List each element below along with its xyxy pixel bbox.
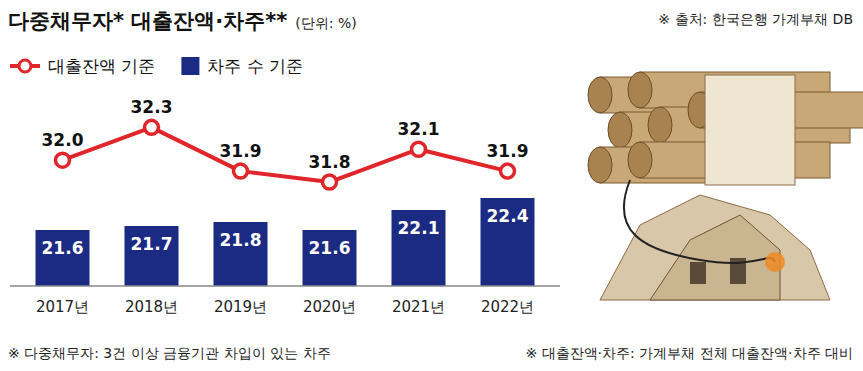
note: ※ 다중채무자: 3건 이상 금융기관 차입이 있는 차주: [8, 345, 331, 361]
house: [600, 195, 830, 300]
bar-label: 22.4: [487, 206, 529, 226]
bar-label: 21.7: [131, 234, 173, 254]
illustration: [588, 72, 863, 300]
stick-end: [588, 77, 612, 113]
line-marker: [234, 164, 248, 178]
line-label: 32.3: [131, 97, 173, 117]
note: ※ 대출잔액·차주: 가계부채 전체 대출잔액·차주 대비: [525, 345, 853, 361]
baseline: [10, 285, 560, 287]
line-marker: [323, 175, 337, 189]
fuse: [624, 180, 775, 263]
bar: [125, 226, 179, 286]
bar: [214, 222, 268, 286]
bar: [481, 198, 535, 286]
spark: [765, 252, 785, 272]
stick-end: [588, 147, 612, 183]
x-tick-label: 2021년: [392, 298, 445, 316]
subtitle: (단위: %): [295, 15, 356, 31]
stick-end: [608, 112, 632, 148]
x-tick-label: 2022년: [481, 298, 534, 316]
line-marker: [56, 153, 70, 167]
stick-end: [628, 72, 652, 108]
bar: [303, 230, 357, 286]
legend-item: 대출잔액 기준: [10, 56, 155, 76]
x-tick-label: 2020년: [303, 298, 356, 316]
bar-label: 22.1: [398, 218, 440, 238]
line-label: 31.9: [220, 141, 262, 161]
x-tick-label: 2017년: [36, 298, 89, 316]
x-tick-label: 2018년: [125, 298, 178, 316]
line: [63, 127, 508, 182]
line-label: 32.0: [42, 130, 84, 150]
legend-label: 대출잔액 기준: [48, 56, 155, 76]
bar: [36, 230, 90, 286]
legend-swatch: [181, 57, 199, 75]
bar: [392, 210, 446, 286]
line-label: 31.8: [309, 152, 351, 172]
data-labels: 21.6 21.7 21.8 21.6 22.1 22.4 32.0 32.3 31.9 31.8…: [42, 97, 529, 258]
bar-label: 21.6: [309, 238, 351, 258]
line-marker: [412, 142, 426, 156]
line-marker: [501, 164, 515, 178]
window: [690, 262, 706, 284]
x-tick-label: 2019년: [214, 298, 267, 316]
source: ※ 출처: 한국은행 가계부채 DB: [658, 11, 853, 27]
title: 다중채무자* 대출잔액·차주**: [8, 9, 287, 33]
legend-label: 차주 수 기준: [207, 56, 303, 76]
label-paper: [705, 75, 795, 185]
line-label: 31.9: [487, 141, 529, 161]
legend-item: 차주 수 기준: [181, 56, 303, 76]
house-wall: [650, 215, 780, 300]
line-label: 32.1: [398, 119, 440, 139]
line-marker: [145, 120, 159, 134]
stick-end: [648, 107, 672, 143]
bar-label: 21.8: [220, 230, 262, 250]
legend-marker: [19, 60, 31, 72]
stick-end: [628, 142, 652, 178]
chart: 다중채무자* 대출잔액·차주** (단위: %) ※ 출처: 한국은행 가계부채 D…: [0, 0, 863, 371]
marks: [36, 120, 535, 286]
bar-label: 21.6: [42, 238, 84, 258]
